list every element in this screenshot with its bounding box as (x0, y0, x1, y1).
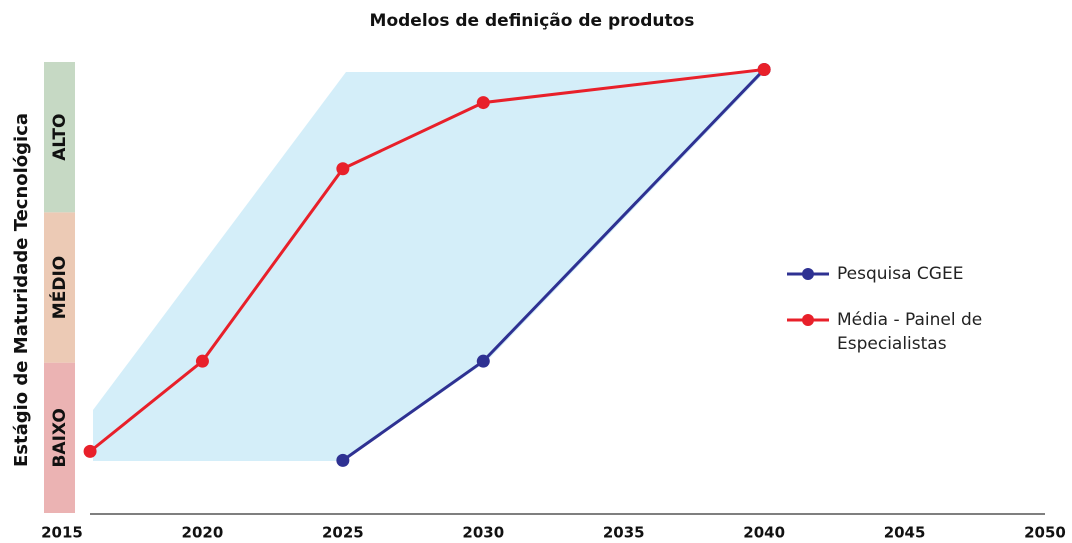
x-tick-label: 2035 (603, 524, 645, 542)
band (44, 362, 75, 513)
legend: Pesquisa CGEE Média - Painel de Especiali… (785, 262, 1025, 378)
legend-swatch (787, 268, 829, 280)
band-label: MÉDIO (48, 256, 70, 319)
legend-dot (802, 314, 814, 326)
legend-swatch (787, 314, 829, 326)
x-tick-label: 2045 (884, 524, 926, 542)
series-point (757, 63, 771, 77)
band (44, 212, 75, 363)
x-tick-label: 2015 (41, 524, 83, 542)
legend-entry: Pesquisa CGEE (785, 262, 1025, 286)
envelope-area (93, 72, 765, 461)
legend-dot (802, 268, 814, 280)
series-point (195, 354, 209, 368)
legend-label: Média - Painel de Especialistas (837, 310, 983, 354)
x-tick-label: 2025 (322, 524, 364, 542)
legend-entry: Média - Painel de Especialistas (785, 308, 1025, 356)
series-point (83, 444, 97, 458)
chart-title: Modelos de definição de produtos (370, 11, 695, 31)
band-label: BAIXO (50, 408, 70, 467)
band-label: ALTO (50, 114, 70, 161)
series-point (336, 453, 350, 467)
series-point (336, 162, 350, 176)
series-point (476, 354, 490, 368)
x-tick-label: 2030 (462, 524, 504, 542)
x-tick-label: 2020 (182, 524, 224, 542)
band (44, 62, 75, 213)
series-point (476, 96, 490, 110)
x-tick-label: 2040 (743, 524, 785, 542)
legend-label: Pesquisa CGEE (837, 264, 964, 284)
y-axis-title: Estágio de Maturidade Tecnológica (11, 113, 32, 467)
x-tick-label: 2050 (1024, 524, 1066, 542)
